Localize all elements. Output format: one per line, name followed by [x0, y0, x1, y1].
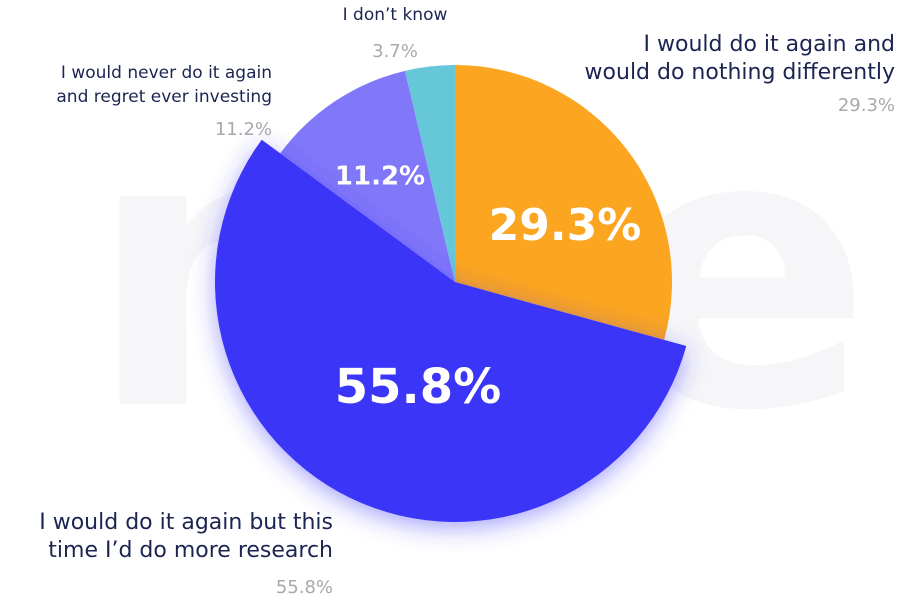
slice-percent: 55.8%: [276, 577, 333, 598]
slice-label: I would never do it again: [61, 63, 272, 83]
slice-percent: 11.2%: [215, 119, 272, 140]
slice-value-label: 11.2%: [335, 162, 425, 192]
slice-label: would do nothing differently: [585, 60, 895, 85]
slice-label: time I’d do more research: [48, 538, 333, 563]
slice-value-label: 55.8%: [335, 359, 502, 415]
slice-percent: 3.7%: [372, 41, 418, 62]
slice-label: and regret ever investing: [56, 87, 272, 107]
slice-label: I would do it again but this: [39, 510, 333, 535]
slice-percent: 29.3%: [838, 95, 895, 116]
slice-label: I don’t know: [343, 5, 448, 25]
slice-value-label: 29.3%: [489, 200, 642, 251]
pie-slice: [455, 65, 672, 340]
pie-slice: [405, 65, 455, 282]
pie-slice: [280, 70, 455, 283]
slice-label: I would do it again and: [644, 32, 895, 57]
pie-slice: [215, 139, 687, 523]
